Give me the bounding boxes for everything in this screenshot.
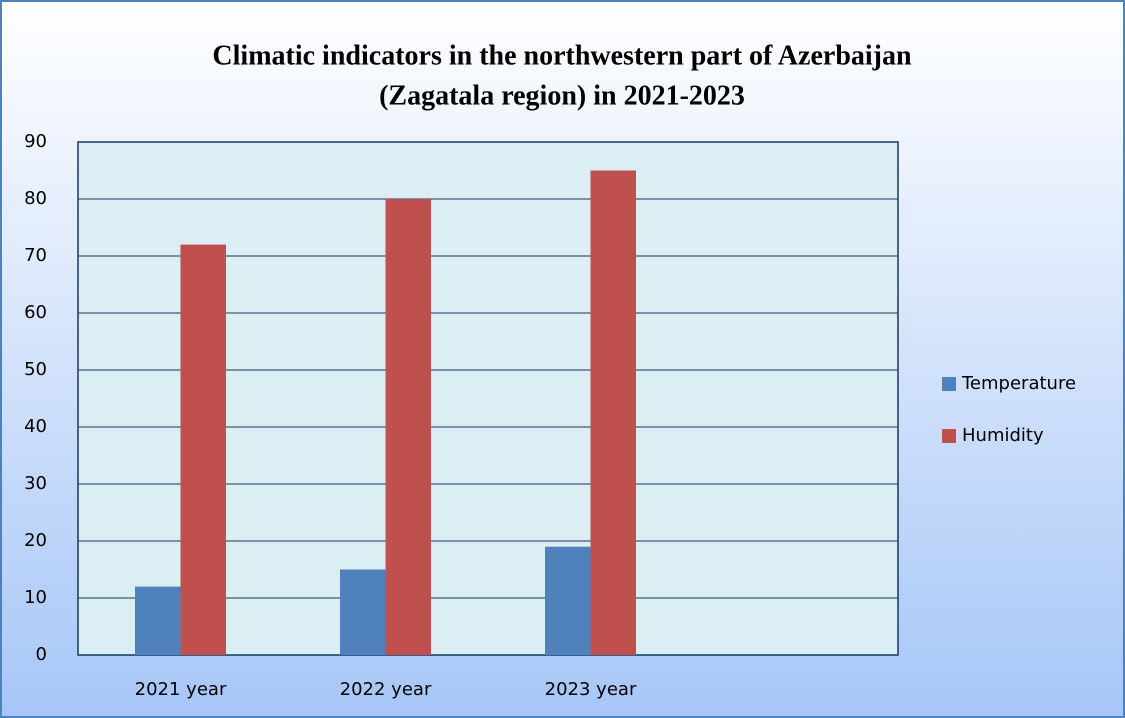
x-tick-label: 2021 year [135,679,227,700]
chart-title-line: (Zagatala region) in 2021-2023 [379,80,745,111]
y-tick-label: 80 [24,188,47,209]
chart-title-line: Climatic indicators in the northwestern … [212,40,912,71]
legend-label: Temperature [961,373,1076,394]
legend-label: Humidity [962,425,1044,446]
bar [385,199,431,655]
legend-swatch [942,377,956,391]
bar [340,569,386,655]
y-tick-label: 70 [24,245,47,266]
y-tick-label: 50 [24,359,47,380]
x-tick-label: 2023 year [545,679,637,700]
x-tick-label: 2022 year [340,679,432,700]
legend-swatch [942,429,956,443]
y-tick-label: 10 [24,587,47,608]
y-tick-label: 0 [36,644,47,665]
y-tick-label: 30 [24,473,47,494]
bar [545,546,591,655]
y-tick-label: 40 [24,416,47,437]
bar [135,586,181,655]
bar [180,244,226,655]
y-tick-label: 90 [24,131,47,152]
y-tick-label: 20 [24,530,47,551]
bar [590,170,636,655]
y-tick-label: 60 [24,302,47,323]
